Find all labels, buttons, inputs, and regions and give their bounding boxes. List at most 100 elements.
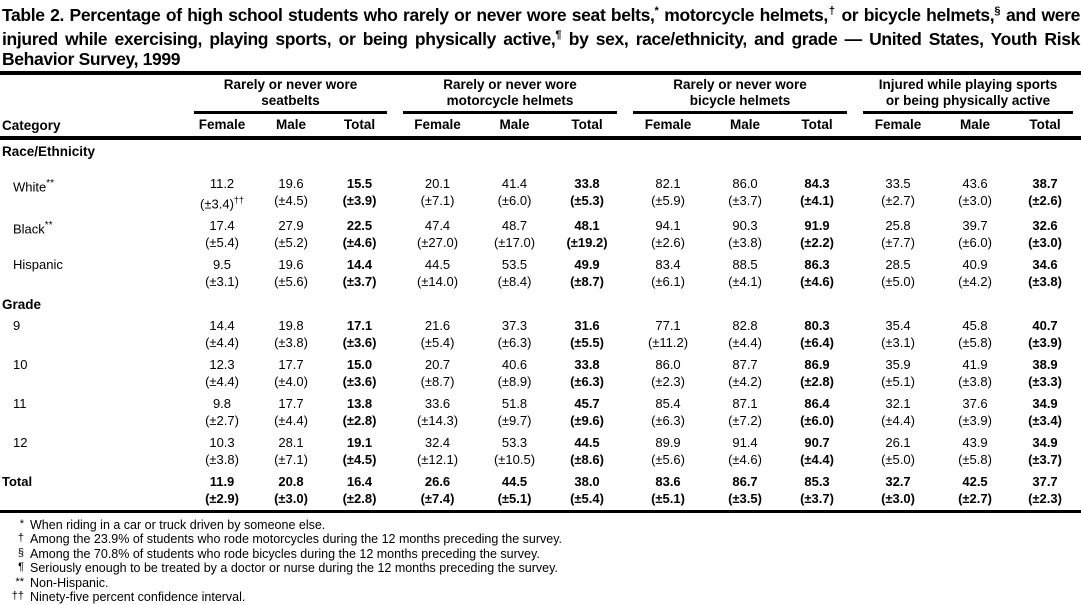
footnote-confidence-interval: †† Ninety-five percent confidence interva… — [0, 590, 1081, 605]
footnote-marker-asterisk: * — [19, 517, 24, 530]
table-cell: 17.7 (±4.4) — [274, 395, 308, 428]
footnote-marker-dagger: † — [17, 532, 24, 545]
column-header-total: Total — [801, 116, 833, 132]
table-cell: 82.8 (±4.4) — [728, 317, 762, 350]
row-label: Black** — [13, 219, 53, 237]
section-label: Race/Ethnicity — [2, 143, 96, 159]
table-row-grade-12: 12 10.3 (±3.8) 28.1 (±7.1) 19.1 (±4.5) 3… — [0, 432, 1081, 471]
table-cell: 15.0 (±3.6) — [342, 356, 377, 389]
table-row-total: Total 11.9 (±2.9) 20.8 (±3.0) 16.4 (±2.8… — [0, 471, 1081, 512]
column-header-male: Male — [960, 116, 991, 132]
table-cell: 41.4 (±6.0) — [497, 175, 532, 208]
table-cell: 39.7 (±6.0) — [958, 217, 992, 250]
table-cell: 12.3 (±4.4) — [205, 356, 239, 389]
table-cell: 35.9 (±5.1) — [881, 356, 915, 389]
table-cell: 43.9 (±5.8) — [958, 434, 992, 467]
row-label: Hispanic — [13, 256, 63, 272]
footnote-text: Ninety-five percent confidence interval. — [30, 590, 246, 605]
table-cell: 87.1 (±7.2) — [728, 395, 762, 428]
column-header-male: Male — [499, 116, 530, 132]
column-header-female: Female — [198, 116, 246, 132]
table-cell: 28.1 (±7.1) — [274, 434, 308, 467]
table-cell: 19.6 (±4.5) — [274, 175, 308, 208]
column-header-female: Female — [414, 116, 461, 132]
row-label: Total — [2, 473, 33, 489]
footnote-marker-pilcrow: ¶ — [18, 561, 24, 574]
table-cell: 47.4 (±27.0) — [416, 217, 459, 250]
footnote-non-hispanic: ** Non-Hispanic. — [0, 576, 1081, 591]
table-cell: 44.5 (±5.1) — [497, 473, 532, 506]
table-row-white: White** 11.2 (±3.4)†† 19.6 (±4.5) 15.5 (… — [0, 162, 1081, 215]
table-cell: 48.1 (±19.2) — [566, 217, 608, 250]
table-cell: 33.8 (±5.3) — [570, 175, 604, 208]
group-header-bicycle-helmets: Rarely or never wore bicycle helmets — [625, 73, 855, 114]
footnote-marker-double-dagger: †† — [233, 194, 244, 205]
table-cell: 34.9 (±3.4) — [1028, 395, 1062, 428]
table-cell: 26.6 (±7.4) — [420, 473, 455, 506]
footnote-text: Among the 70.8% of students who rode bic… — [30, 546, 540, 561]
table-cell: 19.8 (±3.8) — [274, 317, 308, 350]
table-cell: 20.1 (±7.1) — [420, 175, 455, 208]
title-text: by sex, race/ethnicity, and grade — Unit… — [2, 28, 1080, 69]
footnote-seatbelt: * When riding in a car or truck driven by… — [0, 518, 1081, 533]
footnote-motorcycle: † Among the 23.9% of students who rode mo… — [0, 532, 1081, 547]
table-cell: 44.5 (±8.6) — [570, 434, 604, 467]
table-cell: 40.9 (±4.2) — [958, 256, 992, 289]
footnote-marker-asterisk: * — [654, 5, 659, 17]
table-cell: 35.4 (±3.1) — [881, 317, 915, 350]
table-cell: 19.6 (±5.6) — [274, 256, 308, 289]
table-title: Table 2. Percentage of high school stude… — [0, 0, 1081, 71]
footnote-marker-double-dagger: †† — [11, 590, 24, 603]
table-cell: 37.7 (±2.3) — [1028, 473, 1062, 506]
table-cell: 88.5 (±4.1) — [728, 256, 762, 289]
section-row-race-ethnicity: Race/Ethnicity — [0, 138, 1081, 162]
column-header-total: Total — [343, 116, 376, 132]
table-row-black: Black** 17.4 (±5.4) 27.9 (±5.2) 22.5 (±4… — [0, 215, 1081, 254]
footnote-marker-pilcrow: ¶ — [555, 28, 562, 41]
table-cell: 45.8 (±5.8) — [958, 317, 992, 350]
table-cell: 84.3 (±4.1) — [800, 175, 834, 208]
table-cell: 85.3 (±3.7) — [800, 473, 834, 506]
table-cell: 31.6 (±5.5) — [570, 317, 604, 350]
row-label: White** — [13, 177, 55, 194]
table-cell: 83.4 (±6.1) — [651, 256, 685, 289]
footnotes: * When riding in a car or truck driven by… — [0, 513, 1081, 605]
footnote-injured: ¶ Seriously enough to be treated by a doc… — [0, 561, 1081, 576]
table-cell: 85.4 (±6.3) — [651, 395, 685, 428]
table-cell: 33.6 (±14.3) — [416, 395, 459, 428]
group-header-motorcycle-helmets: Rarely or never wore motorcycle helmets — [395, 73, 625, 114]
table-cell: 19.1 (±4.5) — [342, 434, 377, 467]
table-cell: 86.4 (±6.0) — [800, 395, 834, 428]
table-cell: 38.0 (±5.4) — [570, 473, 604, 506]
table-cell: 13.8 (±2.8) — [342, 395, 377, 428]
column-header-female: Female — [644, 116, 692, 132]
table-cell: 86.3 (±4.6) — [800, 256, 834, 289]
table-cell: 14.4 (±3.7) — [342, 256, 377, 289]
table-cell: 41.9 (±3.8) — [958, 356, 992, 389]
table-cell: 86.0 (±3.7) — [728, 175, 762, 208]
table-cell: 86.9 (±2.8) — [800, 356, 834, 389]
row-label: 9 — [13, 317, 21, 333]
table-cell: 38.7 (±2.6) — [1028, 175, 1062, 208]
footnote-text: Non-Hispanic. — [30, 575, 109, 590]
section-row-grade: Grade — [0, 293, 1081, 315]
table-cell: 9.5 (±3.1) — [205, 256, 239, 289]
table-cell: 37.6 (±3.9) — [958, 395, 992, 428]
table-cell: 89.9 (±5.6) — [651, 434, 685, 467]
table-cell: 20.8 (±3.0) — [274, 473, 308, 506]
row-label: 11 — [13, 395, 27, 411]
table-row-grade-10: 10 12.3 (±4.4) 17.7 (±4.0) 15.0 (±3.6) 2… — [0, 354, 1081, 393]
table-cell: 11.9 (±2.9) — [205, 473, 239, 506]
table-cell: 22.5 (±4.6) — [342, 217, 377, 250]
table-cell: 86.0 (±2.3) — [651, 356, 685, 389]
row-label: 10 — [13, 356, 28, 372]
table-cell: 40.7 (±3.9) — [1028, 317, 1062, 350]
table-cell: 16.4 (±2.8) — [342, 473, 377, 506]
table-row-grade-11: 11 9.8 (±2.7) 17.7 (±4.4) 13.8 (±2.8) 33… — [0, 393, 1081, 432]
column-header-total: Total — [1029, 116, 1061, 132]
title-text: Table 2. Percentage of high school stude… — [2, 4, 655, 25]
table-cell: 17.4 (±5.4) — [205, 217, 239, 250]
table-cell: 44.5 (±14.0) — [416, 256, 459, 289]
table-cell: 20.7 (±8.7) — [420, 356, 455, 389]
group-header-injured: Injured while playing sports or being phy… — [855, 73, 1081, 114]
